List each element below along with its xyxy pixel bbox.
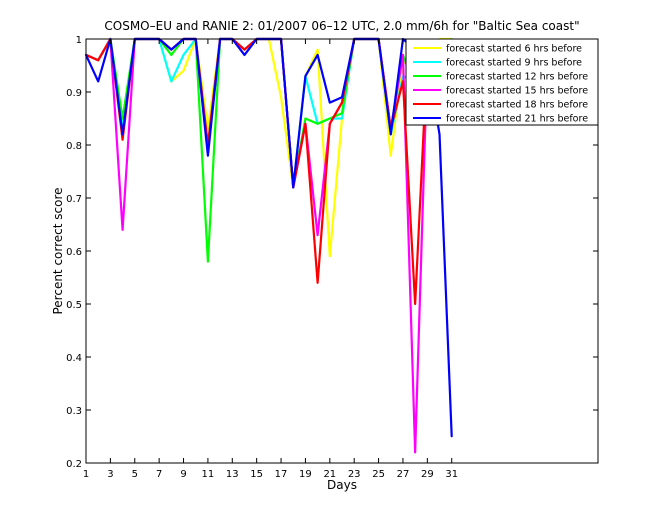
y-tick-label: 1 — [76, 35, 82, 46]
x-tick-label: 27 — [397, 469, 410, 480]
data-point — [341, 96, 343, 99]
legend-label: forecast started 9 hrs before — [446, 58, 582, 69]
data-point — [414, 303, 417, 305]
legend-box — [405, 38, 599, 126]
legend-label: forecast started 6 hrs before — [446, 44, 582, 55]
data-point — [328, 117, 331, 120]
y-tick-label: 0.8 — [66, 141, 82, 152]
data-point — [170, 48, 173, 51]
x-tick-label: 15 — [250, 469, 263, 480]
data-point — [121, 138, 124, 141]
x-tick-label: 7 — [156, 469, 162, 480]
y-tick-label: 0.4 — [66, 353, 82, 364]
data-point — [182, 54, 185, 56]
chart-title: COSMO–EU and RANIE 2: 01/2007 06–12 UTC,… — [104, 19, 579, 33]
data-point — [97, 59, 100, 62]
x-tick-label: 19 — [299, 469, 312, 480]
data-point — [121, 133, 124, 136]
x-axis-label: Days — [327, 478, 357, 492]
data-point — [414, 451, 417, 454]
legend-label: forecast started 15 hrs before — [446, 86, 588, 97]
x-tick-label: 1 — [83, 469, 89, 480]
data-point — [97, 80, 100, 83]
x-tick-label: 23 — [348, 469, 361, 480]
data-point — [341, 117, 343, 120]
data-point — [328, 122, 331, 125]
y-ticks: 0.2 0.3 0.4 0.5 0.6 0.7 0.8 0.9 1 — [66, 35, 598, 470]
data-point — [292, 186, 295, 189]
data-point — [328, 101, 331, 104]
y-axis-label: Percent correct score — [51, 187, 65, 314]
data-point — [304, 117, 307, 120]
data-point — [450, 435, 453, 438]
x-ticks: 1 3 5 7 9 11 13 15 17 19 21 23 25 27 29 31 — [83, 39, 458, 480]
x-tick-label: 25 — [372, 469, 385, 480]
data-point — [243, 48, 246, 51]
data-point — [207, 260, 209, 263]
legend-label: forecast started 21 hrs before — [446, 114, 588, 125]
x-tick-label: 21 — [323, 469, 336, 480]
data-point — [170, 54, 173, 56]
data-point — [280, 96, 282, 99]
data-point — [316, 48, 319, 51]
data-point — [207, 154, 209, 157]
x-tick-label: 17 — [275, 469, 288, 480]
data-point — [316, 234, 319, 237]
data-point — [207, 128, 209, 131]
data-point — [316, 54, 319, 56]
x-tick-label: 13 — [226, 469, 239, 480]
data-point — [389, 154, 392, 157]
legend-items: forecast started 6 hrs before forecast st… — [413, 44, 588, 125]
y-tick-label: 0.5 — [66, 300, 82, 311]
data-point — [170, 80, 173, 83]
legend-label: forecast started 12 hrs before — [446, 72, 588, 83]
y-tick-label: 0.2 — [66, 459, 82, 470]
data-point — [341, 112, 343, 115]
data-point — [182, 69, 185, 72]
data-point — [121, 228, 124, 231]
legend: forecast started 6 hrs before forecast st… — [405, 38, 599, 126]
y-tick-label: 0.7 — [66, 194, 82, 205]
data-point — [438, 133, 441, 136]
data-point — [243, 54, 246, 56]
data-point — [304, 122, 307, 125]
x-tick-label: 9 — [180, 469, 186, 480]
data-point — [316, 122, 319, 125]
x-tick-label: 5 — [132, 469, 138, 480]
data-point — [328, 255, 331, 258]
x-tick-label: 3 — [107, 469, 113, 480]
data-point — [121, 117, 124, 120]
y-tick-label: 0.9 — [66, 88, 82, 99]
data-point — [316, 281, 319, 284]
x-tick-label: 31 — [445, 469, 458, 480]
legend-label: forecast started 18 hrs before — [446, 100, 588, 111]
y-tick-label: 0.3 — [66, 406, 82, 417]
data-point — [341, 101, 343, 104]
data-point — [304, 75, 307, 77]
x-tick-label: 11 — [202, 469, 215, 480]
data-point — [402, 54, 404, 56]
x-tick-label: 29 — [421, 469, 434, 480]
data-point — [389, 133, 392, 136]
y-tick-label: 0.6 — [66, 247, 82, 258]
data-point — [402, 80, 404, 83]
